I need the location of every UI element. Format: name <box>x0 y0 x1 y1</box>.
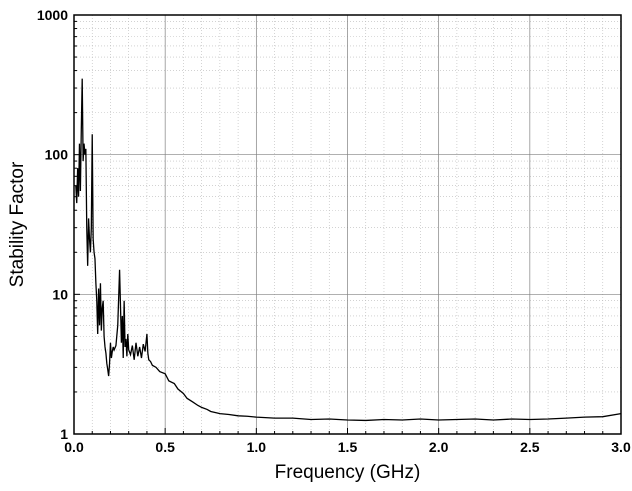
x-axis-tick-labels: 0.0 0.5 1.0 1.5 2.0 2.5 3.0 <box>64 439 631 455</box>
x-tick-label: 3.0 <box>611 439 631 455</box>
x-tick-label: 0.5 <box>155 439 175 455</box>
x-tick-label: 1.0 <box>247 439 267 455</box>
axis-ticks <box>73 14 622 435</box>
major-gridlines <box>74 15 621 434</box>
x-axis-title: Frequency (GHz) <box>275 462 421 483</box>
x-tick-label: 2.0 <box>429 439 449 455</box>
x-tick-label: 1.5 <box>338 439 358 455</box>
x-tick-label: 2.5 <box>520 439 540 455</box>
y-axis-tick-labels: 1 10 100 1000 <box>37 7 68 442</box>
y-tick-label: 10 <box>52 286 68 302</box>
y-tick-label: 1000 <box>37 7 68 23</box>
y-axis-title: Stability Factor <box>7 161 28 287</box>
y-tick-label: 100 <box>45 147 69 163</box>
x-tick-label: 0.0 <box>64 439 84 455</box>
stability-factor-line <box>75 78 622 422</box>
y-tick-label: 1 <box>60 426 68 442</box>
